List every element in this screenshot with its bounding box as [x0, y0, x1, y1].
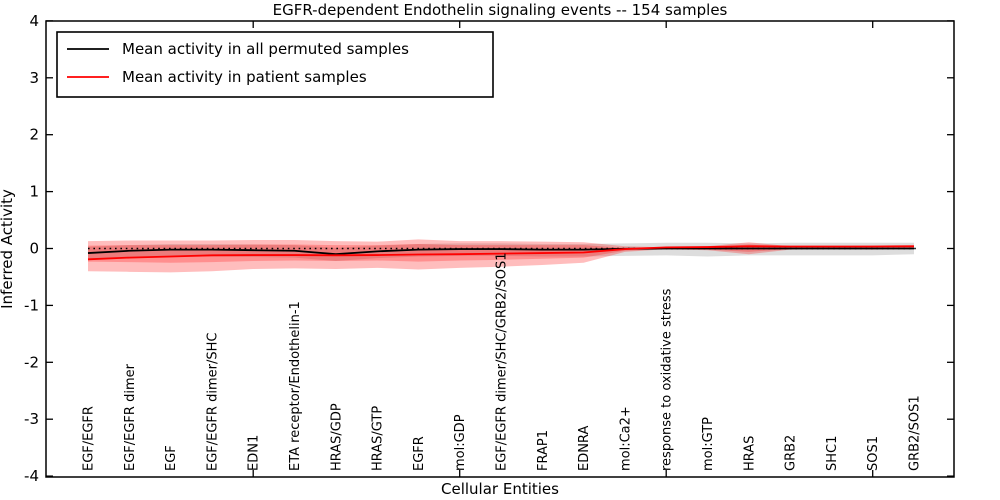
x-category-label: mol:Ca2+ [618, 406, 633, 471]
y-tick-label: 2 [29, 126, 39, 144]
axes-frame [45, 20, 955, 478]
x-category-label: EGF/EGFR dimer [123, 363, 138, 471]
x-category-label: EDNRA [577, 426, 592, 471]
x-category-label: EDN1 [247, 435, 262, 471]
x-category-label: EGF/EGFR dimer/SHC [205, 333, 220, 471]
legend-box [56, 31, 494, 98]
y-tick-label: 4 [29, 12, 39, 30]
y-tick-label: -2 [24, 353, 39, 371]
x-category-label: HRAS/GDP [329, 403, 344, 471]
x-axis-label: Cellular Entities [441, 480, 559, 498]
x-category-label: response to oxidative stress [660, 288, 675, 471]
ticks-layer: -4 -3 -2 -1 0 1 2 3 4 [24, 12, 954, 485]
legend-label-patient: Mean activity in patient samples [122, 68, 367, 86]
x-category-label: EGFR [412, 436, 427, 471]
x-category-label: GRB2 [784, 435, 799, 471]
x-category-label: FRAP1 [536, 430, 551, 471]
x-category-label: EGF [164, 445, 179, 471]
y-tick-label: -1 [24, 296, 39, 314]
x-category-label: mol:GTP [701, 417, 716, 471]
x-category-label: SHC1 [825, 436, 840, 471]
chart-title: EGFR-dependent Endothelin signaling even… [273, 1, 728, 19]
series-lines-layer [87, 245, 915, 261]
x-category-label: ETA receptor/Endothelin-1 [288, 301, 303, 471]
x-category-label: EGF/EGFR dimer/SHC/GRB2/SOS1 [495, 253, 510, 472]
legend-label-permuted: Mean activity in all permuted samples [122, 40, 409, 58]
y-tick-label: 1 [29, 183, 39, 201]
x-category-label: SOS1 [866, 436, 881, 471]
y-axis-label: Inferred Activity [0, 189, 16, 309]
legend: Mean activity in all permuted samples Me… [56, 31, 494, 98]
x-category-label: GRB2/SOS1 [908, 395, 923, 471]
series-line-permuted [87, 247, 914, 256]
x-category-label: HRAS/GTP [371, 406, 386, 471]
x-category-label: HRAS [742, 436, 757, 471]
y-tick-label: 3 [29, 69, 39, 87]
y-tick-label: 0 [29, 240, 39, 258]
y-tick-label: -4 [24, 467, 39, 485]
x-category-label: mol:GDP [453, 414, 468, 471]
category-labels-layer: EGF/EGFR EGF/EGFR dimer EGF EGF/EGFR dimer/… [82, 253, 923, 472]
x-category-label: EGF/EGFR [82, 406, 97, 471]
series-line-patient [87, 245, 915, 261]
y-tick-label: -3 [24, 410, 39, 428]
